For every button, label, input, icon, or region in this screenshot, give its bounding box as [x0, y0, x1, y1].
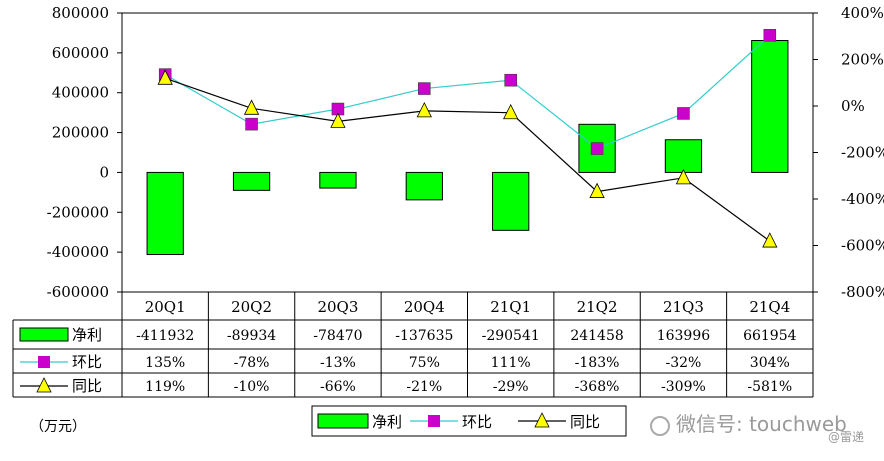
right-tick-label: -400% [841, 190, 884, 208]
cell-净利-21Q2: 241458 [570, 328, 623, 344]
marker-同比-21Q2 [589, 182, 605, 198]
right-tick-label: -600% [841, 237, 884, 255]
legend-label-净利: 净利 [372, 413, 402, 431]
marker-同比-20Q4 [416, 101, 432, 118]
bar-21Q1 [492, 171, 530, 231]
category-label-21Q2: 21Q2 [577, 298, 618, 316]
row-key-marker-环比 [38, 356, 50, 368]
cell-环比-20Q3: -13% [320, 355, 356, 371]
bar-20Q1 [146, 171, 184, 256]
right-tick-label: 400% [841, 4, 884, 22]
legend-key-marker-环比 [428, 415, 440, 427]
cell-净利-21Q4: 661954 [743, 328, 797, 344]
cell-环比-20Q4: 75% [409, 355, 440, 371]
row-key-marker-同比 [36, 377, 52, 393]
left-axis-ticks: 800000 600000 400000 200000 0 -200000 -400000 -… [47, 4, 122, 301]
data-table: 20Q1 20Q2 20Q3 20Q4 21Q1 21Q2 21Q3 21Q4 净利 -41193… [12, 291, 814, 398]
cell-同比-21Q4: -581% [747, 379, 792, 395]
cell-环比-21Q3: -32% [666, 355, 702, 371]
cell-同比-21Q1: -29% [493, 379, 529, 395]
watermark-text: 微信号: touchweb [676, 412, 847, 436]
marker-环比-20Q2 [245, 117, 258, 131]
bar-20Q2 [232, 171, 271, 191]
marker-环比-20Q4 [418, 82, 431, 95]
cell-同比-20Q2: -10% [234, 379, 270, 395]
marker-同比-21Q4 [762, 232, 778, 248]
cell-同比-21Q3: -309% [661, 379, 706, 395]
legend-label-同比: 同比 [570, 413, 600, 431]
left-tick-label: 600000 [52, 44, 109, 62]
category-label-20Q1: 20Q1 [145, 298, 186, 316]
plot-area [121, 12, 814, 293]
category-label-21Q4: 21Q4 [749, 298, 790, 316]
left-tick-label: -400000 [47, 243, 109, 261]
marker-环比-21Q3 [677, 107, 690, 120]
left-tick-label: 400000 [52, 84, 109, 102]
cell-同比-20Q1: 119% [145, 379, 185, 395]
right-tick-label: -200% [841, 144, 884, 162]
bars [146, 40, 789, 256]
left-tick-label: 0 [99, 163, 109, 181]
marker-同比-20Q1 [157, 69, 173, 85]
cell-净利-20Q2: -89934 [227, 328, 276, 344]
left-tick-label: -600000 [47, 283, 109, 301]
marker-同比-21Q1 [503, 103, 519, 120]
cell-环比-21Q1: 111% [491, 355, 531, 371]
cell-净利-21Q3: 163996 [657, 328, 711, 344]
marker-环比-21Q4 [763, 29, 777, 42]
marker-同比-21Q3 [675, 168, 692, 185]
bar-20Q4 [405, 171, 443, 201]
category-label-20Q3: 20Q3 [317, 298, 358, 316]
right-tick-label: -800% [841, 283, 884, 301]
cell-环比-20Q2: -78% [234, 355, 270, 371]
marker-同比-20Q2 [243, 99, 260, 115]
category-label-21Q1: 21Q1 [490, 298, 531, 316]
row-key-净利 [19, 327, 69, 342]
right-tick-label: 200% [841, 51, 884, 69]
legend-key-净利 [317, 413, 369, 429]
category-label-20Q2: 20Q2 [231, 298, 272, 316]
lines [157, 29, 778, 248]
row-label-净利: 净利 [72, 326, 102, 344]
bar-20Q3 [319, 171, 357, 189]
cell-净利-20Q1: -411932 [136, 328, 194, 344]
bar-21Q4 [751, 40, 789, 173]
marker-环比-21Q1 [504, 73, 517, 87]
cell-环比-21Q4: 304% [750, 355, 790, 371]
cell-净利-21Q1: -290541 [482, 328, 540, 344]
watermark: 微信号: touchweb [650, 408, 847, 437]
category-label-20Q4: 20Q4 [404, 298, 445, 316]
legend-key-marker-同比 [534, 412, 550, 428]
cell-同比-21Q2: -368% [575, 379, 620, 395]
cell-同比-20Q4: -21% [406, 379, 442, 395]
wechat-icon [650, 415, 670, 436]
cell-同比-20Q3: -66% [320, 379, 356, 395]
cell-净利-20Q4: -137635 [395, 328, 453, 344]
line-同比 [164, 77, 771, 242]
legend: 净利 环比 同比 [311, 405, 627, 437]
plot-frame [121, 12, 814, 293]
right-tick-label: 0% [841, 97, 865, 115]
cell-环比-21Q2: -183% [575, 355, 620, 371]
left-tick-label: 200000 [52, 124, 109, 142]
category-label-21Q3: 21Q3 [663, 298, 704, 316]
line-环比 [164, 34, 771, 150]
marker-同比-20Q3 [330, 112, 346, 128]
row-label-环比: 环比 [72, 353, 102, 371]
watermark-sub: @雷递 [828, 430, 865, 444]
right-axis-ticks: 400% 200% 0% -200% -400% -600% -800% [813, 4, 884, 301]
cell-环比-20Q1: 135% [145, 355, 185, 371]
row-label-同比: 同比 [72, 377, 102, 395]
marker-环比-21Q2 [590, 142, 604, 155]
unit-label: （万元） [30, 419, 86, 435]
cell-净利-20Q3: -78470 [313, 328, 362, 344]
bar-21Q3 [664, 139, 703, 173]
legend-label-环比: 环比 [462, 413, 492, 431]
left-tick-label: -200000 [47, 203, 109, 221]
left-tick-label: 800000 [52, 4, 109, 22]
